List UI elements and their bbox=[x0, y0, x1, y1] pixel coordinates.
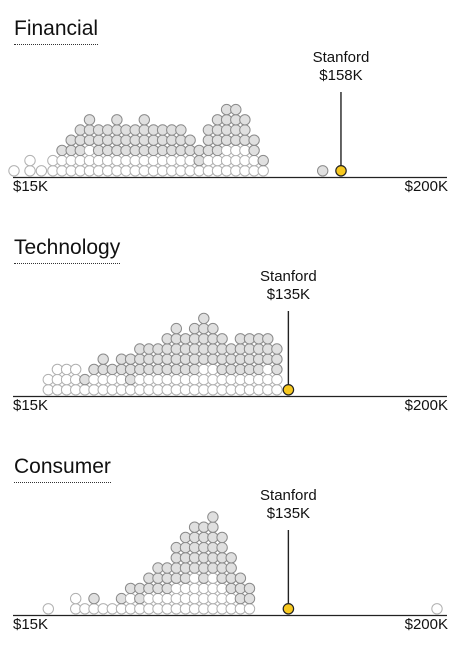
salary-dot bbox=[83, 114, 96, 126]
salary-dot bbox=[170, 322, 183, 335]
stanford-callout: Stanford $158K bbox=[313, 49, 370, 85]
salary-dot bbox=[271, 363, 283, 376]
salary-dot bbox=[35, 165, 48, 177]
salary-dot bbox=[138, 114, 151, 126]
stanford-callout: Stanford $135K bbox=[260, 487, 317, 523]
salary-dot bbox=[207, 511, 219, 523]
callout-value: $135K bbox=[266, 286, 311, 303]
salary-dot bbox=[230, 103, 242, 116]
salary-dot bbox=[262, 333, 274, 345]
dot-plot bbox=[8, 92, 447, 179]
salary-dot bbox=[216, 541, 228, 554]
salary-dot bbox=[317, 165, 329, 177]
dot-plot bbox=[13, 311, 447, 398]
salary-dot bbox=[216, 333, 228, 345]
callout-value: $135K bbox=[266, 505, 311, 522]
salary-dot bbox=[88, 592, 100, 605]
chart-title: Financial bbox=[14, 16, 99, 45]
salary-dot bbox=[239, 114, 251, 126]
salary-dot bbox=[70, 592, 82, 605]
x-axis-min-label: $15K bbox=[13, 397, 49, 414]
salary-dot bbox=[24, 165, 36, 177]
callout-school: Stanford bbox=[260, 487, 317, 504]
salary-dot bbox=[239, 124, 251, 136]
callout-school: Stanford bbox=[260, 268, 317, 285]
salary-dot bbox=[8, 165, 20, 177]
salary-dot bbox=[257, 165, 269, 177]
x-axis-min-label: $15K bbox=[13, 616, 49, 633]
x-axis-max-label: $200K bbox=[404, 616, 448, 633]
chart-panel-consumer: Consumer Stanford $135K $15K $200K bbox=[0, 454, 461, 659]
salary-dot bbox=[271, 343, 283, 355]
stanford-dot bbox=[335, 165, 347, 177]
salary-dot bbox=[243, 592, 256, 605]
salary-dot bbox=[271, 373, 283, 386]
stanford-dot bbox=[282, 603, 295, 615]
x-axis-max-label: $200K bbox=[404, 178, 448, 195]
salary-dot bbox=[42, 603, 54, 615]
salary-dot bbox=[207, 322, 219, 335]
salary-dot bbox=[225, 562, 237, 574]
salary-dot bbox=[431, 603, 443, 615]
salary-dot bbox=[111, 114, 123, 126]
salary-dot bbox=[175, 124, 187, 136]
salary-dot bbox=[24, 154, 36, 167]
dot-plot bbox=[13, 511, 447, 617]
salary-dot bbox=[207, 521, 219, 533]
salary-dot bbox=[70, 363, 82, 376]
chart-panel-technology: Technology Stanford $135K $15K $200K bbox=[0, 235, 461, 440]
chart-title: Consumer bbox=[14, 454, 111, 483]
salary-dot bbox=[248, 134, 260, 146]
salary-dot bbox=[257, 154, 269, 167]
salary-dot bbox=[243, 582, 256, 595]
salary-dot bbox=[248, 144, 260, 157]
x-axis-min-label: $15K bbox=[13, 178, 49, 195]
chart-title: Technology bbox=[14, 235, 121, 264]
salary-dot bbox=[97, 353, 109, 365]
salary-dot bbox=[271, 353, 283, 365]
salary-dot bbox=[225, 552, 237, 564]
stanford-dot bbox=[282, 384, 295, 396]
callout-value: $158K bbox=[319, 67, 363, 84]
callout-school: Stanford bbox=[312, 49, 370, 66]
x-axis-max-label: $200K bbox=[404, 397, 448, 414]
chart-panel-financial: Financial Stanford $158K $15K $200K bbox=[0, 16, 461, 221]
salary-dot bbox=[271, 384, 283, 396]
salary-dot bbox=[198, 312, 210, 325]
salary-dot bbox=[234, 572, 247, 584]
stanford-callout: Stanford $135K bbox=[260, 268, 317, 304]
salary-dot bbox=[243, 603, 256, 615]
salary-dot bbox=[216, 531, 228, 544]
salary-dot bbox=[184, 134, 196, 146]
